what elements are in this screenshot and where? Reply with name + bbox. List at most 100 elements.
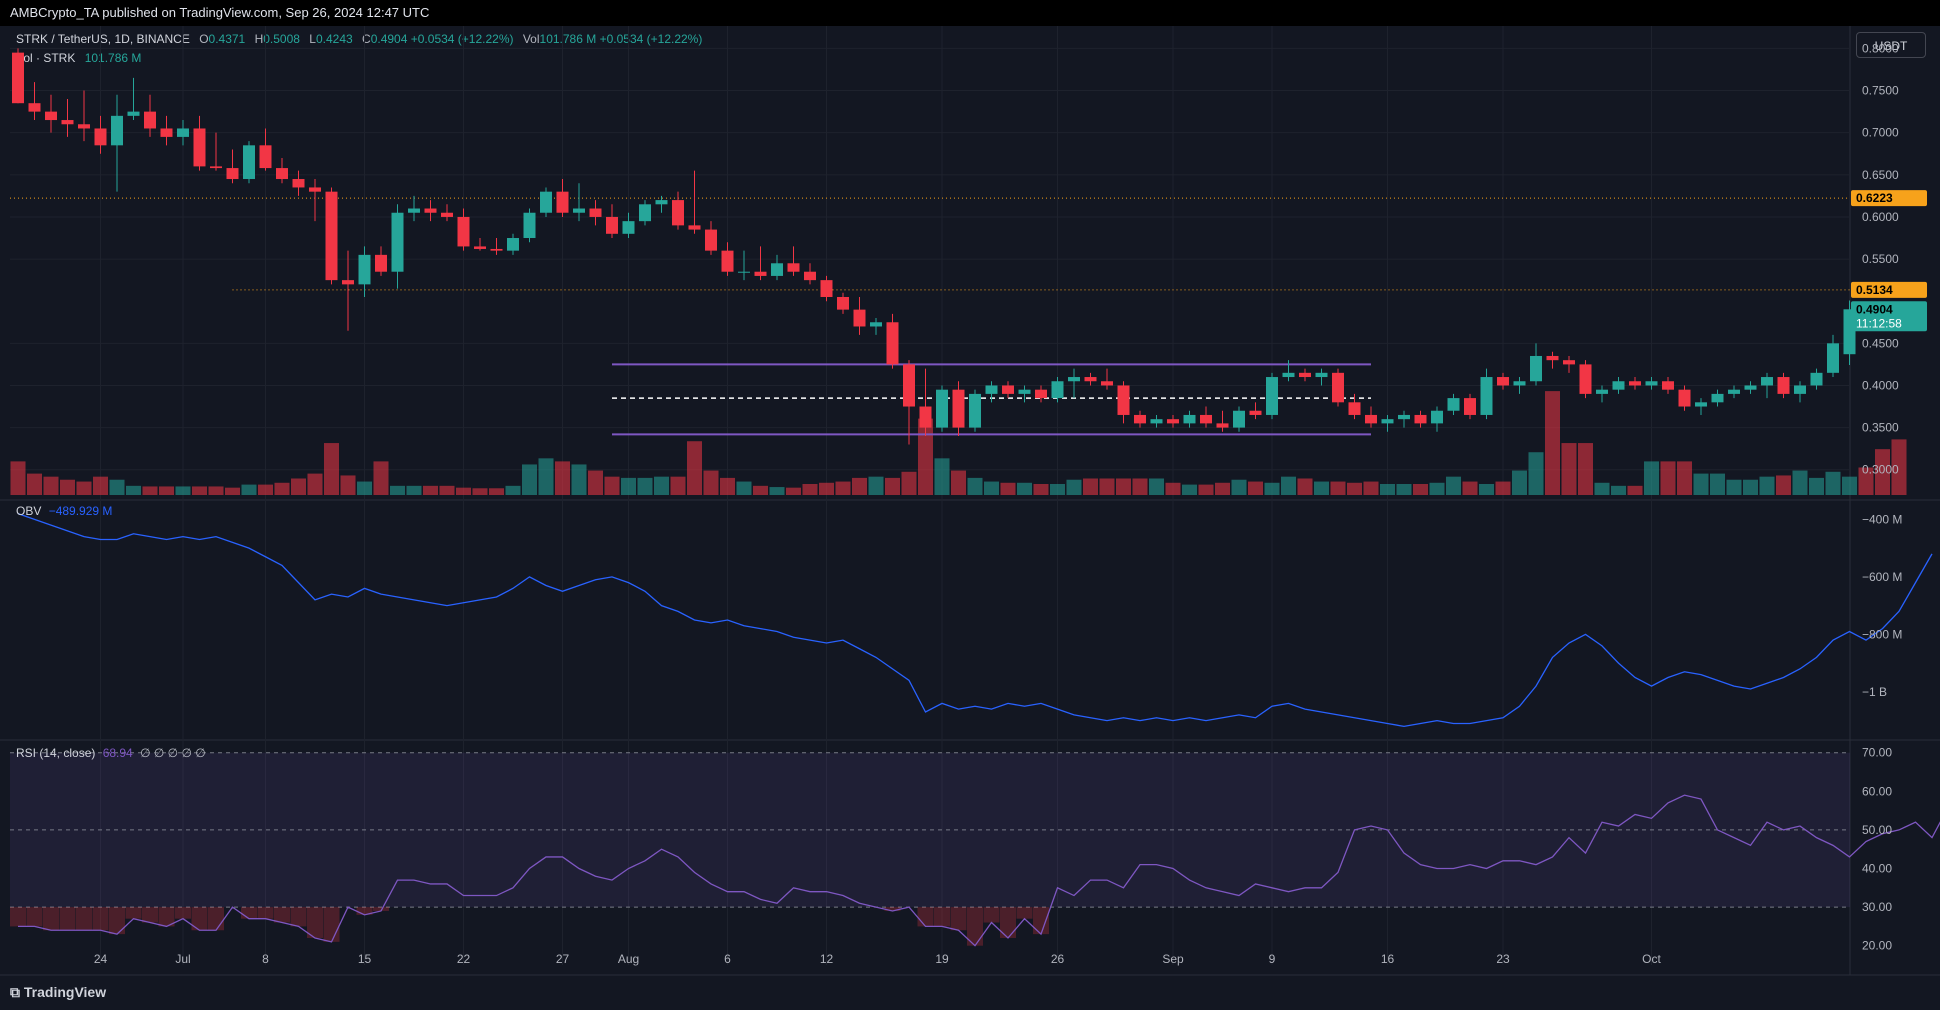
candle-body xyxy=(1695,402,1707,407)
candle-body xyxy=(820,280,833,297)
volume-bar xyxy=(1743,479,1758,495)
candle-body xyxy=(1365,414,1377,424)
volume-bar xyxy=(786,487,801,495)
change-value: +0.0534 (+12.22%) xyxy=(410,32,514,46)
rsi-oversold-fill xyxy=(125,907,142,919)
candle-body xyxy=(243,145,255,180)
rsi-oversold-fill xyxy=(983,907,1000,923)
rsi-oversold-fill xyxy=(1000,907,1016,938)
volume-bar xyxy=(1363,481,1379,495)
candle-body xyxy=(886,322,899,365)
rsi-oversold-fill xyxy=(142,907,158,923)
rsi-tick-label: 20.00 xyxy=(1862,939,1892,953)
candle-body xyxy=(523,212,536,239)
volume-bar xyxy=(1875,449,1890,495)
volume-bar xyxy=(373,461,389,495)
candle-body xyxy=(226,168,239,180)
candle-body xyxy=(127,111,140,116)
resistance-1-tag-bg xyxy=(1851,190,1927,207)
candle-body xyxy=(1134,414,1146,424)
volume-bar xyxy=(10,461,26,495)
volume-bar xyxy=(522,464,537,495)
candle-body xyxy=(111,115,123,146)
logo-icon: ⧉ xyxy=(10,984,24,1000)
volume-bar xyxy=(225,487,240,495)
candle-body xyxy=(1332,372,1344,403)
candle-body xyxy=(45,111,57,121)
candle-body xyxy=(771,263,783,276)
volume-bar xyxy=(1248,481,1263,495)
volume-bar xyxy=(60,479,75,495)
volume-bar xyxy=(1446,476,1461,495)
rsi-legend-label[interactable]: RSI (14, close) xyxy=(16,746,96,760)
volume-bar xyxy=(175,486,191,495)
volume-bar xyxy=(885,477,900,495)
volume-bars xyxy=(10,391,1907,495)
rsi-oversold-fill xyxy=(934,907,950,927)
high-label: H xyxy=(254,32,264,46)
volume-bar xyxy=(1000,482,1016,495)
candle-body xyxy=(919,406,932,428)
candle-body xyxy=(540,191,552,213)
candle-body xyxy=(1266,377,1278,415)
candle-body xyxy=(1728,389,1740,394)
candle-body xyxy=(1645,381,1658,386)
axes: 0.8000 0.7500 0.7000 0.6500 0.6000 0.5500 0.45… xyxy=(94,41,1927,966)
tradingview-logo[interactable]: ⧉ TradingView xyxy=(10,984,106,1001)
obv-tick-label: −600 M xyxy=(1862,570,1902,584)
candle-body xyxy=(1035,389,1047,399)
volume-bar xyxy=(984,481,999,495)
rsi-tick-label: 30.00 xyxy=(1862,900,1892,914)
rsi-oversold-fill xyxy=(290,907,307,927)
currency-button[interactable]: USDT xyxy=(1856,32,1926,58)
volume-bar xyxy=(406,485,422,495)
volume-bar xyxy=(1033,484,1049,495)
volume-bar xyxy=(109,479,125,495)
volume-bar xyxy=(192,486,207,495)
candle-body xyxy=(78,124,90,129)
rsi-oversold-fill xyxy=(92,907,109,931)
candle-body xyxy=(787,263,800,272)
volume-bar xyxy=(1429,482,1445,495)
volume-bar xyxy=(1050,484,1065,495)
volume-bar xyxy=(1512,470,1527,495)
time-tick-label: 26 xyxy=(1051,952,1065,966)
candle-body xyxy=(1216,423,1229,428)
volume-bar xyxy=(604,476,620,495)
obv-legend-label[interactable]: OBV xyxy=(16,504,42,518)
rsi-pane xyxy=(10,752,1940,947)
volume-legend-value: 101.786 M xyxy=(84,51,142,65)
volume-bar xyxy=(1462,481,1478,495)
candle-body xyxy=(1480,377,1493,415)
rsi-oversold-fill xyxy=(43,907,59,931)
candle-body xyxy=(144,111,156,129)
candle-body xyxy=(870,322,882,327)
volume-bar xyxy=(274,482,290,495)
volume-bar xyxy=(703,470,719,495)
candle-body xyxy=(1530,355,1542,382)
logo-text: TradingView xyxy=(23,984,107,1000)
candle-body xyxy=(1761,377,1773,386)
volume-bar xyxy=(1380,484,1395,495)
obv-line xyxy=(17,513,1933,728)
candle-body xyxy=(1299,372,1311,378)
volume-bar xyxy=(1182,484,1197,495)
candle-body xyxy=(1381,419,1394,424)
volume-legend-label[interactable]: Vol · STRK xyxy=(16,51,76,65)
rsi-oversold-fill xyxy=(175,907,191,919)
volume-bar xyxy=(505,485,521,495)
candle-body xyxy=(28,103,41,112)
rsi-oversold-fill xyxy=(307,907,323,938)
symbol-label[interactable]: STRK / TetherUS, 1D, BINANCE xyxy=(16,32,190,46)
candle-body xyxy=(1546,355,1559,361)
candle-body xyxy=(1150,419,1163,424)
time-tick-label: 22 xyxy=(457,952,471,966)
volume-bar xyxy=(918,418,933,495)
rsi-tick-label: 40.00 xyxy=(1862,862,1892,876)
volume-bar xyxy=(357,481,372,495)
candle-body xyxy=(1068,377,1080,382)
candle-body xyxy=(507,238,519,251)
volume-bar xyxy=(159,486,174,495)
candle-body xyxy=(342,280,354,285)
